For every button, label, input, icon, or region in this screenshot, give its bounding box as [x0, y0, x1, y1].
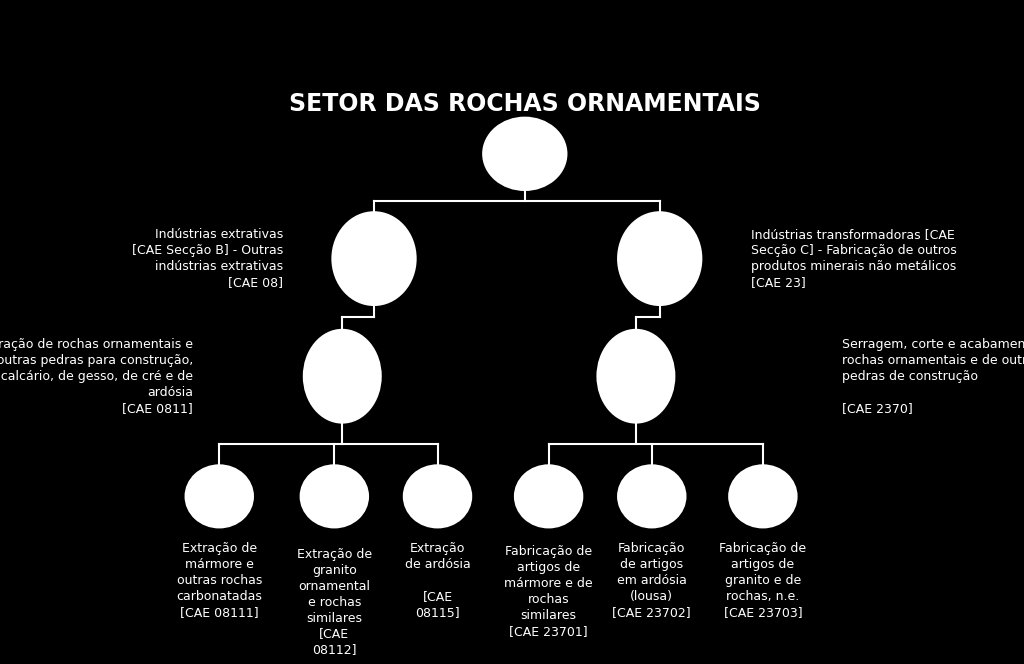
Text: Indústrias transformadoras [CAE
Secção C] - Fabricação de outros
produtos minera: Indústrias transformadoras [CAE Secção C… — [751, 228, 956, 289]
Ellipse shape — [598, 330, 674, 422]
Ellipse shape — [729, 465, 797, 527]
Ellipse shape — [304, 330, 380, 422]
Text: Fabricação de
artigos de
mármore e de
rochas
similares
[CAE 23701]: Fabricação de artigos de mármore e de ro… — [504, 545, 593, 638]
Ellipse shape — [515, 465, 582, 527]
Text: Extração de rochas ornamentais e
de outras pedras para construção,
de calcário, : Extração de rochas ornamentais e de outr… — [0, 338, 194, 415]
Text: Fabricação
de artigos
em ardósia
(lousa)
[CAE 23702]: Fabricação de artigos em ardósia (lousa)… — [612, 542, 691, 620]
Ellipse shape — [333, 212, 416, 305]
Ellipse shape — [483, 118, 566, 190]
Text: SETOR DAS ROCHAS ORNAMENTAIS: SETOR DAS ROCHAS ORNAMENTAIS — [289, 92, 761, 116]
Text: Fabricação de
artigos de
granito e de
rochas, n.e.
[CAE 23703]: Fabricação de artigos de granito e de ro… — [719, 542, 807, 620]
Text: Serragem, corte e acabamento de
rochas ornamentais e de outras
pedras de constru: Serragem, corte e acabamento de rochas o… — [842, 338, 1024, 415]
Text: Extração de
mármore e
outras rochas
carbonatadas
[CAE 08111]: Extração de mármore e outras rochas carb… — [176, 542, 262, 620]
Text: Extração
de ardósia

[CAE
08115]: Extração de ardósia [CAE 08115] — [404, 542, 470, 620]
Ellipse shape — [404, 465, 471, 527]
Ellipse shape — [618, 212, 701, 305]
Ellipse shape — [186, 465, 253, 527]
Ellipse shape — [301, 465, 368, 527]
Text: Extração de
granito
ornamental
e rochas
similares
[CAE
08112]: Extração de granito ornamental e rochas … — [297, 548, 372, 657]
Ellipse shape — [618, 465, 685, 527]
Text: Indústrias extrativas
[CAE Secção B] - Outras
indústrias extrativas
[CAE 08]: Indústrias extrativas [CAE Secção B] - O… — [131, 228, 283, 289]
